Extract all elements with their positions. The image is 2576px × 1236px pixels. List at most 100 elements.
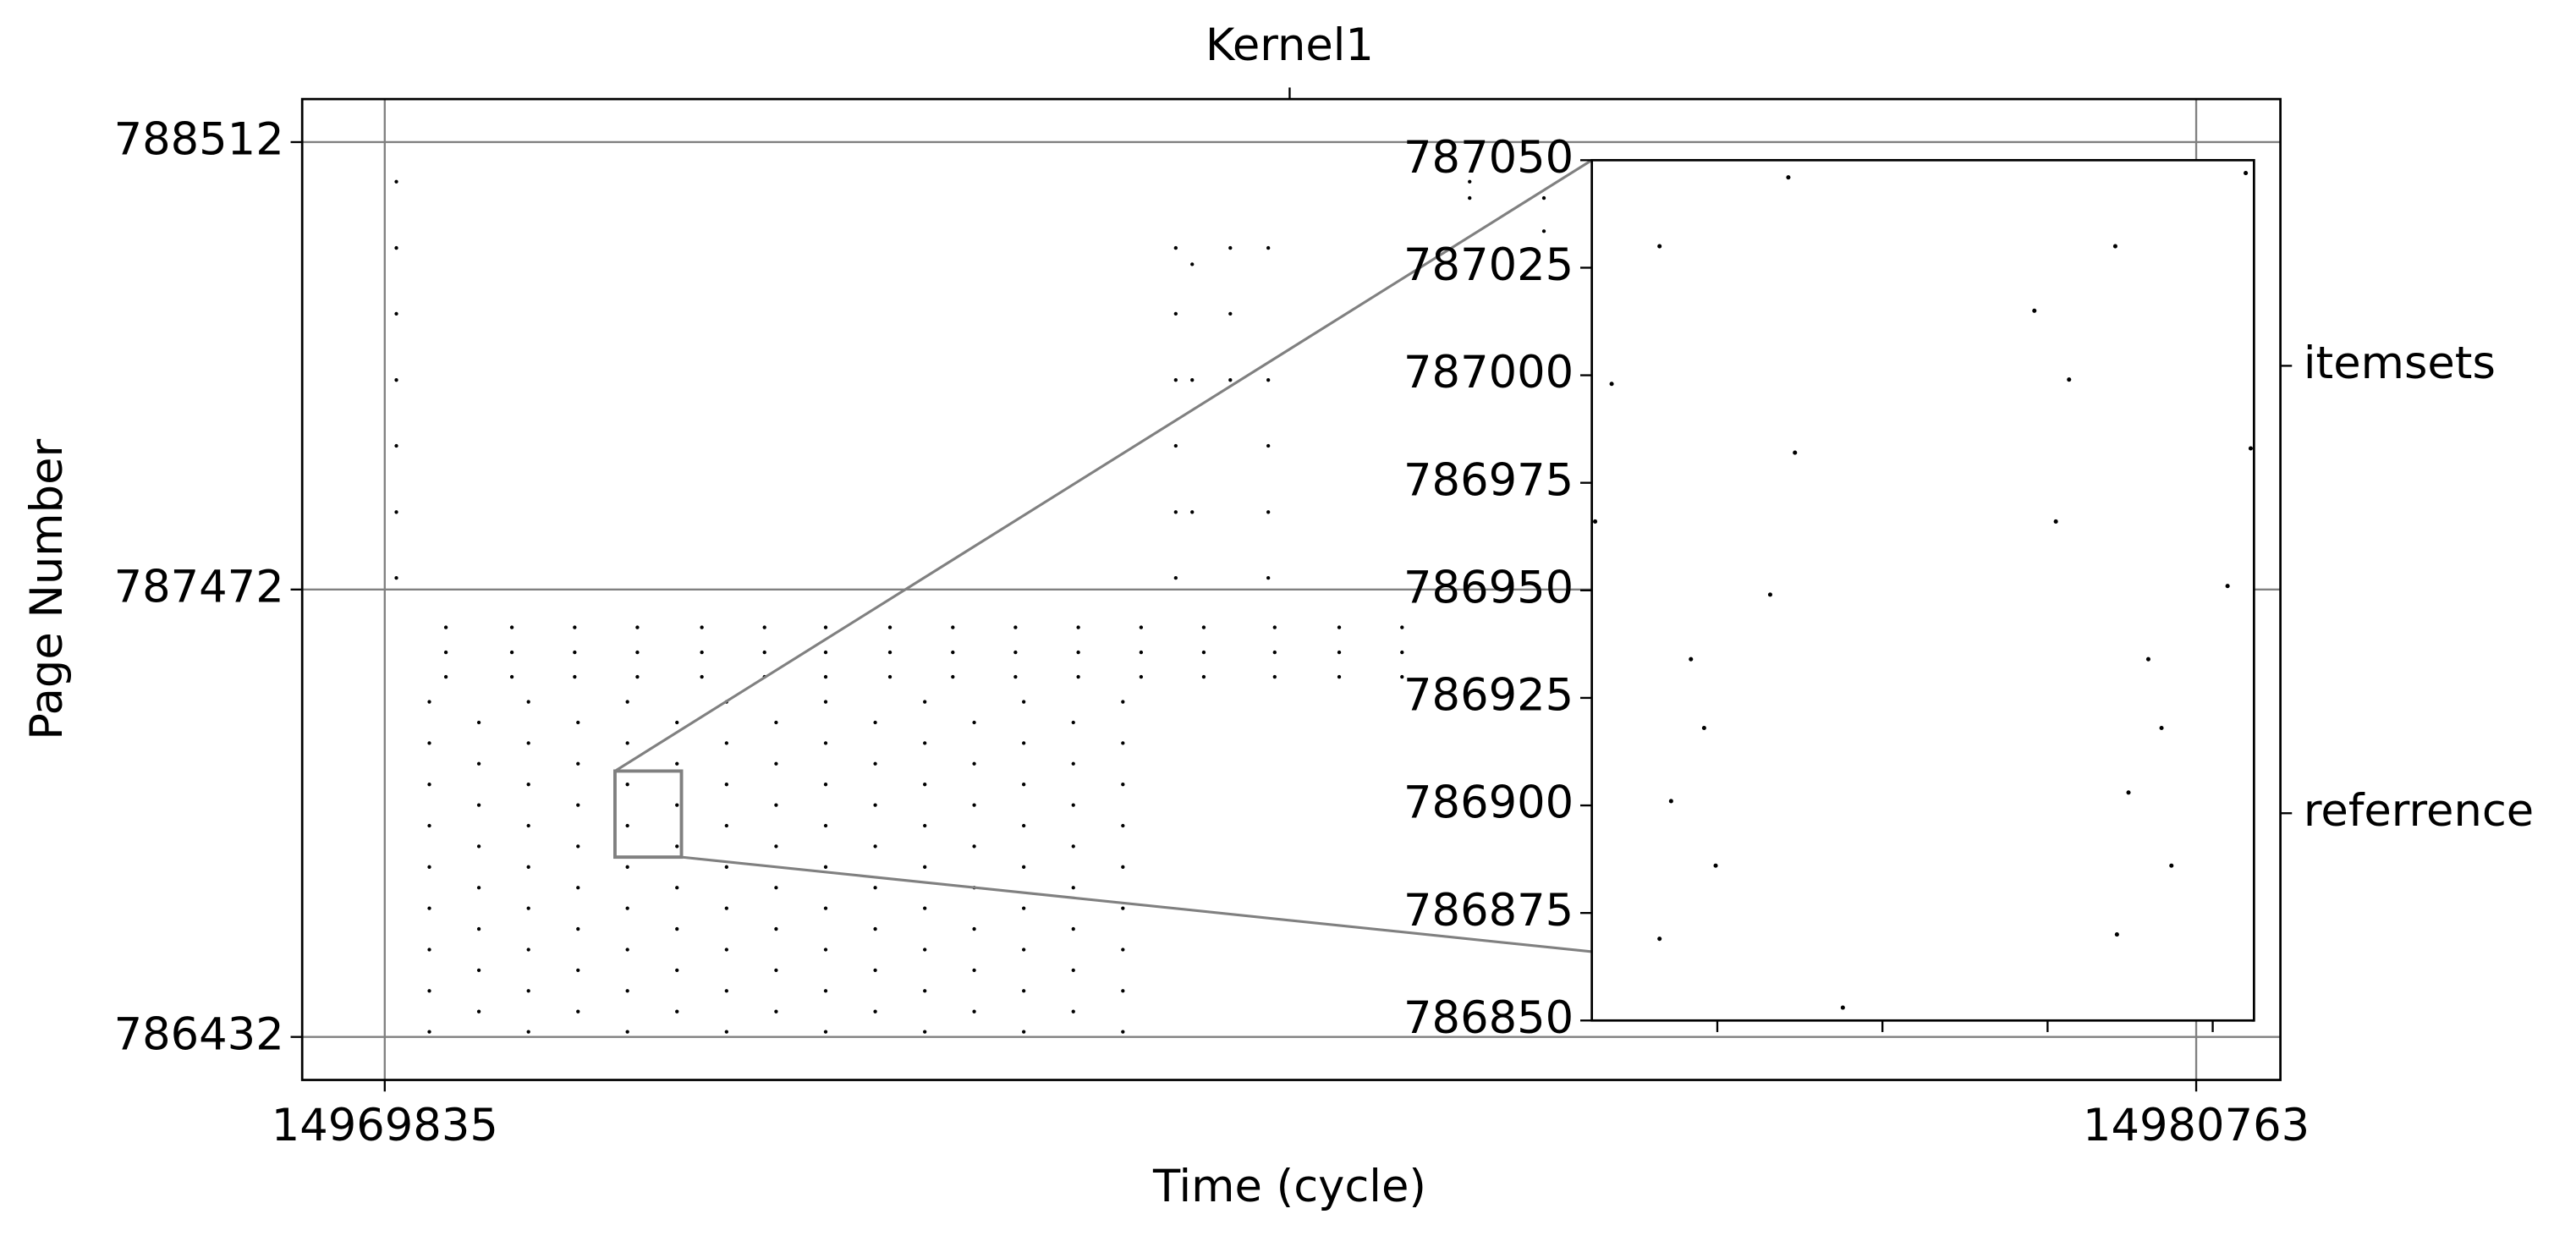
point [823,989,828,993]
point [2225,584,2230,589]
point [2067,377,2072,382]
point [700,650,704,655]
point [1266,443,1271,448]
point [724,865,728,869]
point [1121,741,1125,745]
point [1071,844,1075,849]
point [823,783,828,787]
point [1022,823,1026,828]
point [972,968,976,973]
point [427,783,431,787]
point [427,906,431,910]
point [873,968,877,973]
point [873,1009,877,1014]
y-tick-label: 786950 [1403,562,1574,613]
point [923,783,927,787]
point [1190,378,1195,382]
point [972,720,976,725]
point [873,844,877,849]
point [1689,656,1694,662]
y2-tick-label: referrence [2304,785,2534,837]
point [923,948,927,952]
point [576,803,580,807]
point [476,761,481,766]
point [923,865,927,869]
point [1139,650,1144,655]
point [526,783,530,787]
point [625,823,629,828]
point [1022,989,1026,993]
point [1022,906,1026,910]
point [2169,863,2174,868]
point [873,803,877,807]
point [1337,625,1342,629]
point [476,720,481,725]
point [774,1009,778,1014]
point [1400,674,1404,679]
point [1593,519,1598,524]
point [1201,650,1206,655]
point [427,1030,431,1034]
point [526,823,530,828]
point [873,720,877,725]
point [1190,262,1195,266]
point [1272,625,1277,629]
y2-tick-label: itemsets [2304,338,2496,389]
point [774,844,778,849]
point [509,625,514,629]
point [1541,195,1546,201]
point [625,906,629,910]
point [923,823,927,828]
point [1337,674,1342,679]
point [823,650,828,655]
point [1541,229,1546,233]
x-tick-label: 14980763 [2083,1100,2310,1151]
point [1013,674,1018,679]
point [774,761,778,766]
point [427,948,431,952]
point [1767,592,1772,597]
point [1139,674,1144,679]
point [1266,575,1271,580]
point [476,803,481,807]
point [1173,245,1178,250]
point [1121,989,1125,993]
y-tick-label: 786900 [1403,777,1574,829]
point [1013,625,1018,629]
point [1071,720,1075,725]
point [509,674,514,679]
point [1121,783,1125,787]
point [1022,741,1026,745]
point [1121,700,1125,704]
point [1468,195,1472,201]
point [823,674,828,679]
point [1173,311,1178,316]
x2-tick-label: Kernel1 [1206,19,1374,71]
point [923,906,927,910]
point [427,865,431,869]
point [951,674,955,679]
point [625,700,629,704]
point [1228,245,1233,250]
point [1228,311,1233,316]
point [1022,948,1026,952]
point [1173,378,1178,382]
x-tick-label: 14969835 [272,1100,498,1151]
point [887,625,893,629]
y-tick-label: 787050 [1403,132,1574,184]
point [1022,865,1026,869]
point [724,783,728,787]
point [923,1030,927,1034]
point [2126,790,2131,795]
point [427,741,431,745]
point [972,1009,976,1014]
y-tick-label: 786850 [1403,992,1574,1044]
point [1272,650,1277,655]
y-tick-label: 786925 [1403,670,1574,722]
point [1609,382,1614,387]
point [526,700,530,704]
point [427,989,431,993]
point [576,1009,580,1014]
point [1071,1009,1075,1014]
point [394,311,398,316]
